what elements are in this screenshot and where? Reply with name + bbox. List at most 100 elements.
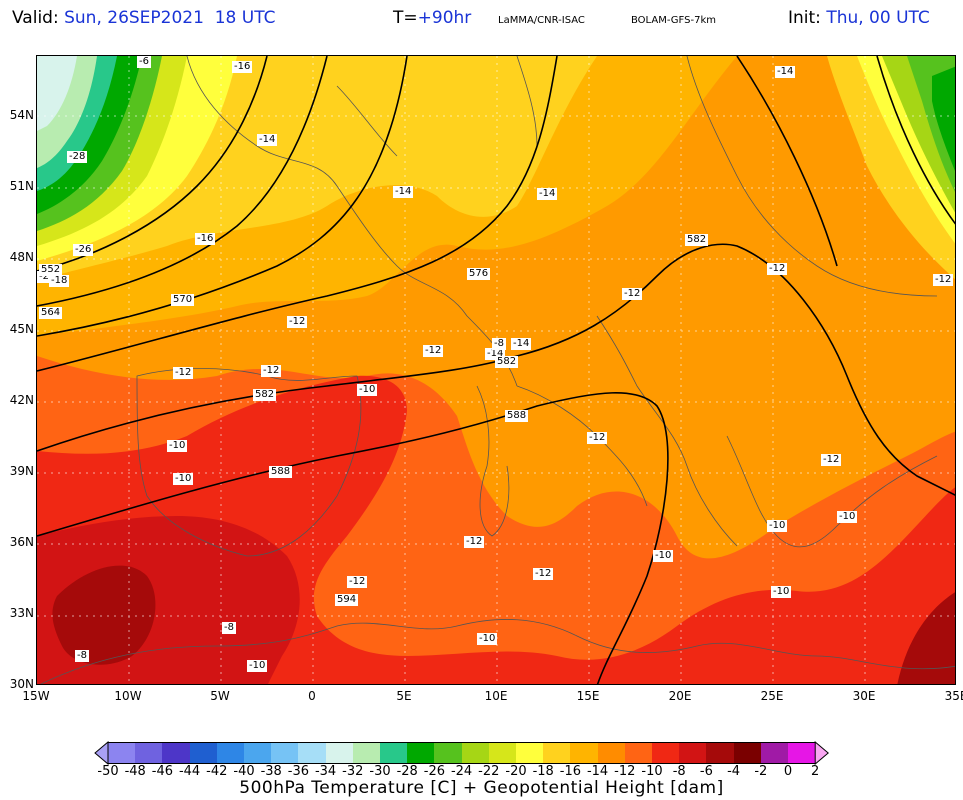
temperature-label: -12	[347, 576, 368, 588]
temperature-label: -16	[232, 61, 253, 73]
colorbar-tick: -4	[727, 764, 741, 779]
init-time: Init: Thu, 00 UTC	[788, 8, 930, 34]
init-label: Init:	[788, 8, 821, 28]
colorbar-cell	[407, 742, 435, 764]
lon-label: 35E	[944, 689, 963, 703]
lat-label: 39N	[9, 464, 34, 478]
temperature-label: -12	[287, 316, 308, 328]
colorbar-cell	[516, 742, 544, 764]
field-ne-minus24	[932, 66, 955, 171]
graticule	[37, 56, 955, 684]
temperature-label: -8	[222, 622, 236, 634]
temperature-label: -10	[653, 550, 674, 562]
colorbar-title: 500hPa Temperature [C] + Geopotential He…	[239, 778, 724, 798]
colorbar-tick: -48	[124, 764, 146, 779]
colorbar-cell	[597, 742, 626, 764]
colorbar-tick: -18	[532, 764, 554, 779]
field-se-minus4	[897, 592, 955, 684]
temperature-label: -8	[75, 650, 89, 662]
geopotential-label: 570	[171, 294, 195, 306]
geopotential-label: 582	[685, 234, 709, 246]
lon-label: 5E	[396, 689, 412, 703]
colorbar-tick: -10	[641, 764, 663, 779]
temperature-label: -10	[477, 633, 498, 645]
colorbar-tick: -36	[287, 764, 309, 779]
temperature-label: -14	[511, 338, 532, 350]
geopotential-label: 588	[269, 466, 293, 478]
lat-label: 45N	[9, 322, 34, 336]
temperature-label: -12	[423, 345, 444, 357]
temperature-label: -14	[393, 186, 414, 198]
temperature-label: -14	[775, 66, 796, 78]
colorbar-cell	[216, 742, 245, 764]
geopotential-label: 582	[253, 389, 277, 401]
temperature-label: -16	[195, 233, 216, 245]
colorbar-tick: -32	[342, 764, 364, 779]
colorbar-high-arrow	[814, 741, 829, 766]
geopotential-label: 576	[467, 268, 491, 280]
colorbar-cell	[760, 742, 789, 764]
valid-value: Sun, 26SEP2021 18 UTC	[64, 8, 276, 28]
geopotential-label: 564	[39, 307, 63, 319]
colorbar-cell	[271, 742, 299, 764]
colorbar-tick: -28	[396, 764, 418, 779]
temperature-label: -10	[247, 660, 268, 672]
temperature-label: -12	[933, 274, 954, 286]
lead-label: T=	[393, 8, 418, 28]
geopotential-label: 588	[505, 410, 529, 422]
lon-label: 15W	[22, 689, 50, 703]
colorbar-cell	[162, 742, 191, 764]
colorbar-tick: -20	[505, 764, 527, 779]
temperature-label: -6	[137, 56, 151, 68]
colorbar-tick: -8	[672, 764, 686, 779]
colorbar-tick: -26	[423, 764, 445, 779]
colorbar-arrows	[94, 741, 829, 766]
lead-time: T=+90hr	[393, 8, 471, 34]
colorbar-tick: -14	[586, 764, 609, 779]
colorbar-cell	[706, 742, 735, 764]
temperature-label: -12	[821, 454, 842, 466]
temperature-label: -10	[767, 520, 788, 532]
lon-label: 5W	[210, 689, 230, 703]
temperature-label: -8	[492, 338, 506, 350]
colorbar-tick: -50	[97, 764, 119, 779]
geopotential-label: 594	[335, 594, 359, 606]
colorbar-cell	[679, 742, 707, 764]
lat-label: 30N	[9, 677, 34, 691]
temperature-label: -10	[771, 586, 792, 598]
temperature-label: -12	[587, 432, 608, 444]
org-label: LaMMA/CNR-ISAC	[498, 15, 585, 26]
colorbar-cell	[189, 742, 218, 764]
temperature-label: -12	[261, 365, 282, 377]
colorbar-cell	[733, 742, 762, 764]
field-minus30	[37, 56, 77, 131]
colorbar-tick: -24	[450, 764, 473, 779]
colorbar-cell	[461, 742, 490, 764]
lat-label: 33N	[9, 606, 34, 620]
colorbar-tick: -38	[260, 764, 282, 779]
field-minus4	[52, 565, 156, 665]
colorbar-tick: -46	[151, 764, 173, 779]
temperature-label: -12	[767, 263, 788, 275]
lat-label: 48N	[9, 250, 34, 264]
colorbar-cell	[352, 742, 381, 764]
lon-label: 20E	[668, 689, 692, 703]
colorbar-cell	[135, 742, 163, 764]
colorbar-cell	[434, 742, 463, 764]
colorbar-cell	[244, 742, 272, 764]
lon-label: 10E	[484, 689, 508, 703]
colorbar-tick: -16	[559, 764, 581, 779]
geopotential-label: 582	[495, 356, 519, 368]
temperature-label: -10	[837, 511, 858, 523]
colorbar-low-arrow	[94, 741, 109, 766]
colorbar-cell	[570, 742, 599, 764]
valid-time: Valid: Sun, 26SEP2021 18 UTC	[12, 8, 275, 34]
lat-label: 42N	[9, 393, 34, 407]
colorbar-cell	[624, 742, 653, 764]
lat-label: 54N	[9, 108, 34, 122]
temperature-label: -14	[537, 188, 558, 200]
colorbar-cell	[325, 742, 354, 764]
temperature-label: -26	[73, 244, 94, 256]
lon-label: 25E	[760, 689, 784, 703]
colorbar-tick: -6	[699, 764, 713, 779]
